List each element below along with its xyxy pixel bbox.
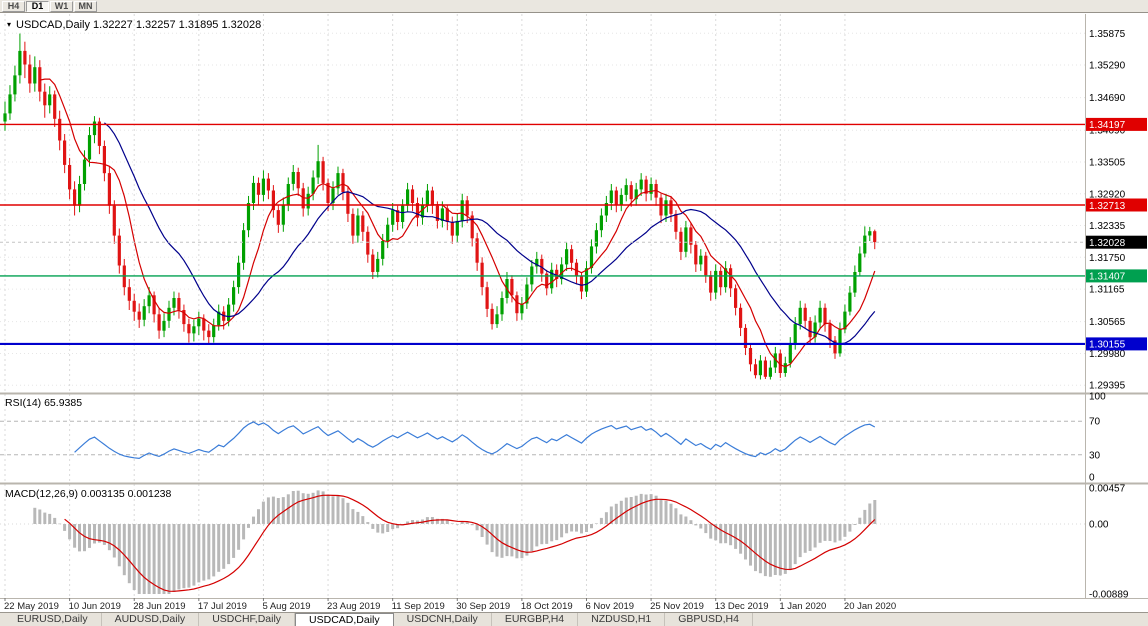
svg-text:1.34090: 1.34090 xyxy=(1089,126,1126,137)
svg-text:1.35875: 1.35875 xyxy=(1089,29,1126,40)
chart-title: ▾ USDCAD,Daily 1.32227 1.32257 1.31895 1… xyxy=(7,19,261,31)
ma-8-line xyxy=(39,78,876,368)
svg-text:0.00457: 0.00457 xyxy=(1089,484,1126,495)
timeframe-button-d1[interactable]: D1 xyxy=(26,0,49,12)
price-axis[interactable]: 1.35875 1.35290 1.34690 1.34090 1.33505 1.329… xyxy=(1089,29,1126,392)
level-badge-1.30155: 1.30155 xyxy=(1086,337,1147,351)
svg-text:6 Nov 2019: 6 Nov 2019 xyxy=(585,601,634,612)
svg-text:25 Nov 2019: 25 Nov 2019 xyxy=(650,601,704,612)
chart-title-text: USDCAD,Daily 1.32227 1.32257 1.31895 1.3… xyxy=(16,19,262,31)
svg-text:0.00: 0.00 xyxy=(1089,519,1109,530)
timeframe-toolbar: H4 D1 W1 MN xyxy=(0,0,1148,13)
candlestick-series[interactable] xyxy=(3,33,877,380)
svg-text:5 Aug 2019: 5 Aug 2019 xyxy=(262,601,310,612)
svg-text:1.32335: 1.32335 xyxy=(1089,221,1126,232)
svg-text:23 Aug 2019: 23 Aug 2019 xyxy=(327,601,380,612)
macd-signal-line xyxy=(64,494,876,592)
chart-canvas[interactable]: 1.35875 1.35290 1.34690 1.34090 1.33505 1.329… xyxy=(0,14,1148,612)
svg-text:1.31165: 1.31165 xyxy=(1089,285,1125,296)
rsi-axis[interactable]: 100 70 30 0 xyxy=(1089,392,1106,484)
rsi-label: RSI(14) 65.9385 xyxy=(5,397,83,409)
svg-text:1.33505: 1.33505 xyxy=(1089,157,1126,168)
macd-histogram xyxy=(33,490,877,594)
svg-text:1.29395: 1.29395 xyxy=(1089,381,1126,392)
rsi-line xyxy=(74,421,876,460)
svg-text:1.34197: 1.34197 xyxy=(1089,120,1126,131)
rsi-level-lines xyxy=(0,420,1085,456)
svg-text:-0.00889: -0.00889 xyxy=(1089,590,1129,601)
svg-text:1.32028: 1.32028 xyxy=(1089,238,1126,249)
svg-text:18 Oct 2019: 18 Oct 2019 xyxy=(521,601,573,612)
svg-text:22 May 2019: 22 May 2019 xyxy=(4,601,59,612)
chart-tab-usdcad[interactable]: USDCAD,Daily xyxy=(295,613,394,626)
svg-text:1.32713: 1.32713 xyxy=(1089,201,1126,212)
chart-tab-usdcnh[interactable]: USDCNH,Daily xyxy=(394,613,492,626)
chart-tab-nzdusd[interactable]: NZDUSD,H1 xyxy=(578,613,666,626)
svg-text:1 Jan 2020: 1 Jan 2020 xyxy=(779,601,826,612)
date-axis[interactable]: 22 May 2019 10 Jun 2019 28 Jun 2019 17 Jul … xyxy=(4,598,896,612)
current-price-badge: 1.32028 xyxy=(1086,235,1147,249)
chart-tabs-bar: EURUSD,Daily AUDUSD,Daily USDCHF,Daily USDC… xyxy=(0,612,1148,626)
chart-tab-usdchf[interactable]: USDCHF,Daily xyxy=(199,613,296,626)
level-badge-1.34197: 1.34197 xyxy=(1086,117,1147,131)
chart-tab-eurgbp[interactable]: EURGBP,H4 xyxy=(492,613,579,626)
horizontal-gridlines xyxy=(0,32,1085,386)
svg-text:30 Sep 2019: 30 Sep 2019 xyxy=(456,601,510,612)
svg-text:20 Jan 2020: 20 Jan 2020 xyxy=(844,601,896,612)
svg-text:1.31407: 1.31407 xyxy=(1089,272,1126,283)
svg-text:1.32920: 1.32920 xyxy=(1089,189,1126,200)
svg-text:28 Jun 2019: 28 Jun 2019 xyxy=(133,601,185,612)
svg-text:100: 100 xyxy=(1089,392,1106,403)
level-badge-1.31407: 1.31407 xyxy=(1086,269,1147,283)
svg-text:1.29980: 1.29980 xyxy=(1089,349,1126,360)
timeframe-button-w1[interactable]: W1 xyxy=(50,0,73,12)
chart-background xyxy=(0,14,1148,612)
chart-tab-eurusd[interactable]: EURUSD,Daily xyxy=(4,613,102,626)
svg-text:30: 30 xyxy=(1089,450,1101,461)
svg-text:11 Sep 2019: 11 Sep 2019 xyxy=(392,601,445,612)
svg-text:1.34690: 1.34690 xyxy=(1089,93,1126,104)
chart-tab-audusd[interactable]: AUDUSD,Daily xyxy=(102,613,200,626)
svg-text:1.31750: 1.31750 xyxy=(1089,253,1126,264)
level-badge-1.32713: 1.32713 xyxy=(1086,198,1147,212)
svg-text:10 Jun 2019: 10 Jun 2019 xyxy=(69,601,121,612)
svg-text:13 Dec 2019: 13 Dec 2019 xyxy=(715,601,769,612)
macd-axis[interactable]: 0.00457 0.00 -0.00889 xyxy=(1089,484,1129,601)
svg-text:1.35290: 1.35290 xyxy=(1089,61,1126,72)
chart-menu-icon[interactable]: ▾ xyxy=(7,20,12,29)
svg-text:70: 70 xyxy=(1089,417,1101,428)
ma-21-line xyxy=(104,122,876,345)
pane-splitter-rsi[interactable] xyxy=(0,392,1148,395)
pane-splitter-macd[interactable] xyxy=(0,482,1148,485)
chart-tab-gbpusd[interactable]: GBPUSD,H4 xyxy=(665,613,753,626)
timeframe-button-mn[interactable]: MN xyxy=(74,0,97,12)
svg-text:1.30565: 1.30565 xyxy=(1089,317,1126,328)
svg-text:17 Jul 2019: 17 Jul 2019 xyxy=(198,601,247,612)
svg-text:1.30155: 1.30155 xyxy=(1089,340,1126,351)
timeframe-button-h4[interactable]: H4 xyxy=(2,0,25,12)
macd-label: MACD(12,26,9) 0.003135 0.001238 xyxy=(5,488,172,500)
svg-text:0: 0 xyxy=(1089,473,1095,484)
